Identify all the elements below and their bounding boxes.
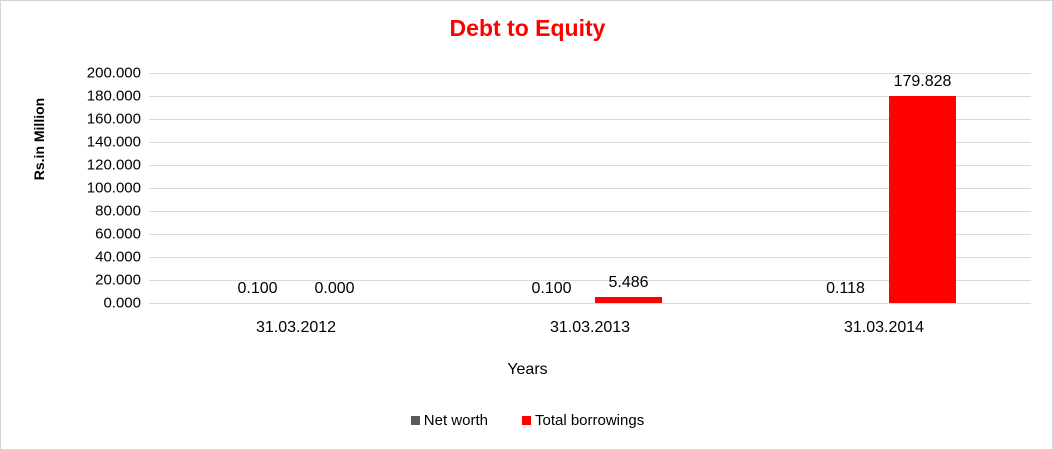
legend-swatch-icon	[521, 416, 531, 425]
legend-label: Total borrowings	[534, 412, 645, 429]
x-axis-category-label: 31.03.2012	[255, 319, 337, 336]
gridline	[149, 303, 1031, 304]
data-label: 179.828	[893, 73, 952, 91]
y-axis-tick-label: 40.000	[95, 248, 141, 266]
gridline	[149, 188, 1031, 189]
x-axis-title: Years	[507, 361, 548, 378]
gridline	[149, 165, 1031, 166]
legend-item[interactable]: Net worth	[410, 412, 488, 429]
gridline	[149, 96, 1031, 97]
x-axis-category-label: 31.03.2013	[549, 319, 631, 336]
y-axis-tick-label: 180.000	[86, 87, 141, 105]
chart-legend: Net worth Total borrowings	[1, 412, 1052, 429]
gridline	[149, 234, 1031, 235]
legend-label: Net worth	[423, 412, 488, 429]
y-axis-tick-label: 20.000	[95, 271, 141, 289]
y-axis-tick-label: 100.000	[86, 179, 141, 197]
gridline	[149, 73, 1031, 74]
legend-swatch-icon	[410, 416, 420, 425]
gridline	[149, 211, 1031, 212]
y-axis-tick-label: 160.000	[86, 110, 141, 128]
y-axis-tick-labels: 200.000 180.000 160.000 140.000 120.000 100.0…	[53, 65, 141, 312]
y-axis-tick-label: 0.000	[103, 294, 141, 312]
y-axis-tick-label: 200.000	[86, 64, 141, 82]
data-label: 0.100	[531, 279, 572, 297]
legend-item[interactable]: Total borrowings	[521, 412, 645, 429]
gridline	[149, 280, 1031, 281]
x-axis-category-label: 31.03.2014	[843, 319, 925, 336]
y-axis-tick-label: 60.000	[95, 225, 141, 243]
bar[interactable]	[889, 96, 956, 303]
gridline	[149, 119, 1031, 120]
data-label: 0.000	[314, 280, 355, 297]
gridline	[149, 142, 1031, 143]
y-axis-title: Rs.in Million	[31, 97, 47, 181]
y-axis-tick-label: 140.000	[86, 133, 141, 151]
chart-title: Debt to Equity	[449, 15, 606, 41]
y-axis-tick-label: 120.000	[86, 156, 141, 174]
data-label: 5.486	[608, 273, 649, 291]
gridline	[149, 257, 1031, 258]
y-axis-tick-label: 80.000	[95, 202, 141, 220]
data-label: 0.100	[237, 279, 278, 297]
bar[interactable]	[595, 296, 662, 303]
plot-area	[149, 73, 1031, 304]
data-label: 0.118	[826, 279, 865, 297]
